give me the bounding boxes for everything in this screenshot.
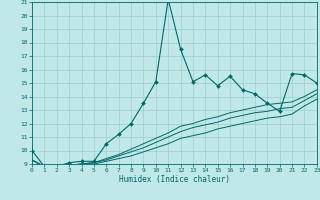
X-axis label: Humidex (Indice chaleur): Humidex (Indice chaleur) xyxy=(119,175,230,184)
